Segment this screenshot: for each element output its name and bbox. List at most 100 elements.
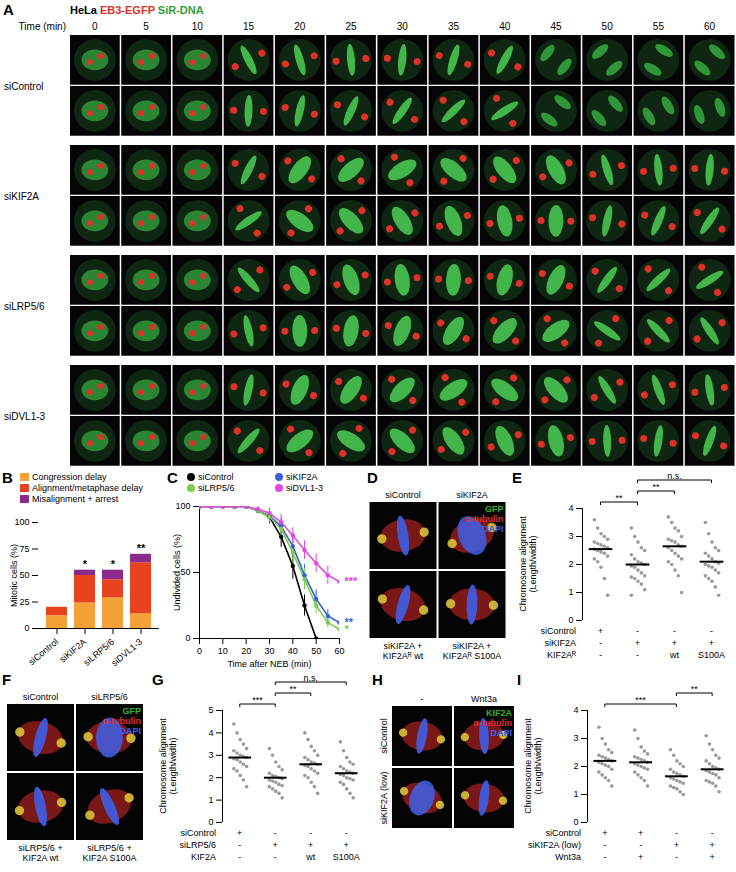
svg-text:+: +: [344, 840, 349, 850]
svg-text:-: -: [603, 840, 606, 850]
svg-text:35: 35: [448, 21, 460, 32]
svg-text:siControl: siControl: [379, 718, 389, 754]
svg-text:100: 100: [175, 501, 190, 511]
svg-text:20: 20: [294, 21, 306, 32]
svg-text:30: 30: [397, 21, 409, 32]
svg-text:50: 50: [19, 570, 29, 580]
svg-text:KIF2A S100A: KIF2A S100A: [82, 853, 136, 863]
svg-text:siKIF2A (low): siKIF2A (low): [528, 840, 581, 850]
svg-text:40: 40: [499, 21, 511, 32]
svg-text:-: -: [421, 694, 424, 704]
svg-text:(Length/width): (Length/width): [533, 737, 543, 794]
svg-text:***: ***: [345, 575, 359, 587]
svg-text:siKIF2A: siKIF2A: [456, 490, 488, 500]
svg-text:(Length/width): (Length/width): [528, 535, 538, 592]
svg-text:60: 60: [704, 21, 716, 32]
svg-text:**: **: [652, 482, 660, 492]
svg-text:KIF2Aᴿ: KIF2Aᴿ: [547, 650, 576, 660]
svg-text:siControl: siControl: [27, 637, 61, 667]
svg-text:n.s.: n.s.: [303, 673, 318, 683]
svg-text:+: +: [638, 852, 643, 862]
svg-text:siKIF2A (low): siKIF2A (low): [379, 771, 389, 824]
svg-text:25: 25: [19, 597, 29, 607]
svg-text:siControl: siControl: [385, 490, 421, 500]
svg-text:KIF2Aᴿ S100A: KIF2Aᴿ S100A: [443, 651, 502, 661]
svg-text:100: 100: [14, 517, 29, 527]
svg-text:siKIF2A +: siKIF2A +: [453, 641, 492, 651]
svg-text:HeLa EB3-EGFP SiR-DNA: HeLa EB3-EGFP SiR-DNA: [70, 4, 204, 16]
svg-text:*: *: [345, 623, 350, 635]
svg-text:-: -: [710, 626, 713, 636]
svg-text:siLRP5/6: siLRP5/6: [91, 692, 128, 702]
svg-text:2: 2: [573, 761, 578, 771]
svg-text:siKIF2A: siKIF2A: [4, 191, 39, 202]
svg-text:siLRP5/6: siLRP5/6: [179, 840, 216, 850]
svg-text:siKIF2A: siKIF2A: [544, 638, 576, 648]
svg-text:2: 2: [208, 773, 213, 783]
svg-text:0: 0: [185, 633, 190, 643]
svg-text:α-tubulin: α-tubulin: [102, 716, 141, 726]
svg-text:50: 50: [311, 646, 321, 656]
svg-text:-: -: [274, 828, 277, 838]
svg-text:+: +: [709, 840, 714, 850]
svg-text:-: -: [636, 650, 639, 660]
svg-text:siLRP5/6 +: siLRP5/6 +: [87, 843, 131, 853]
svg-text:+: +: [638, 828, 643, 838]
svg-text:KIF2A: KIF2A: [486, 708, 513, 718]
svg-text:-: -: [603, 852, 606, 862]
svg-text:α-tubulin: α-tubulin: [473, 718, 512, 728]
svg-text:0: 0: [208, 817, 213, 827]
svg-text:***: ***: [635, 695, 646, 705]
svg-text:-: -: [238, 852, 241, 862]
svg-text:DAPI: DAPI: [119, 726, 141, 736]
svg-text:siControl: siControl: [23, 692, 59, 702]
svg-text:siLRP5/6: siLRP5/6: [4, 301, 45, 312]
svg-text:**: **: [691, 684, 699, 694]
svg-text:n.s.: n.s.: [667, 471, 682, 481]
svg-text:KIF2A: KIF2A: [191, 852, 216, 862]
svg-text:-: -: [274, 852, 277, 862]
svg-text:GFP: GFP: [485, 504, 504, 514]
svg-text:+: +: [672, 638, 677, 648]
svg-text:+: +: [602, 828, 607, 838]
svg-text:wt: wt: [305, 852, 315, 862]
svg-text:50: 50: [602, 21, 614, 32]
svg-text:*: *: [111, 558, 116, 570]
svg-text:1: 1: [208, 795, 213, 805]
svg-text:-: -: [599, 650, 602, 660]
svg-text:50: 50: [180, 567, 190, 577]
svg-text:S100A: S100A: [333, 852, 360, 862]
svg-text:-: -: [309, 828, 312, 838]
svg-text:**: **: [137, 542, 146, 554]
svg-text:0: 0: [197, 646, 202, 656]
svg-text:siControl: siControl: [180, 828, 216, 838]
svg-text:Chromosome alignment: Chromosome alignment: [518, 516, 528, 612]
svg-text:0: 0: [568, 615, 573, 625]
svg-text:60: 60: [334, 646, 344, 656]
svg-text:Chromosome alignment: Chromosome alignment: [158, 718, 168, 814]
svg-text:4: 4: [573, 705, 578, 715]
svg-text:Undivided cells (%): Undivided cells (%): [172, 534, 182, 611]
svg-text:siControl: siControl: [545, 828, 581, 838]
svg-text:siDVL1-3: siDVL1-3: [109, 637, 144, 668]
svg-text:-: -: [639, 840, 642, 850]
svg-text:+: +: [237, 828, 242, 838]
svg-text:+: +: [674, 840, 679, 850]
svg-text:30: 30: [264, 646, 274, 656]
svg-text:DAPI: DAPI: [482, 524, 504, 534]
svg-text:15: 15: [243, 21, 255, 32]
svg-text:-: -: [238, 840, 241, 850]
svg-text:siKIF2A +: siKIF2A +: [384, 641, 423, 651]
svg-text:siControl: siControl: [4, 81, 43, 92]
svg-text:-: -: [636, 626, 639, 636]
svg-text:75: 75: [19, 544, 29, 554]
svg-text:3: 3: [208, 750, 213, 760]
svg-text:55: 55: [653, 21, 665, 32]
svg-text:Wnt3a: Wnt3a: [471, 694, 497, 704]
svg-text:***: ***: [252, 695, 263, 705]
svg-text:(Length/width): (Length/width): [168, 737, 178, 794]
svg-text:-: -: [599, 638, 602, 648]
svg-text:siLRP5/6 +: siLRP5/6 +: [18, 843, 62, 853]
svg-text:+: +: [709, 852, 714, 862]
svg-text:Wnt3a: Wnt3a: [555, 852, 581, 862]
